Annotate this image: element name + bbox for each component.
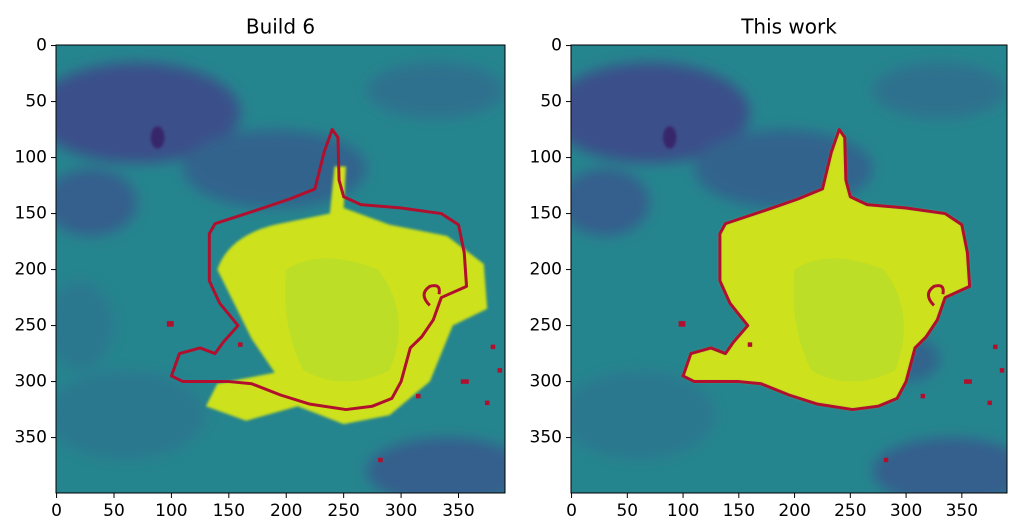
y-tick-label: 200 bbox=[15, 260, 47, 280]
chart-title: Build 6 bbox=[246, 15, 315, 39]
y-tick-label: 0 bbox=[36, 36, 47, 56]
x-tick-label: 250 bbox=[327, 501, 359, 521]
image bbox=[549, 44, 1009, 504]
y-tick-label: 0 bbox=[551, 36, 562, 56]
y-tick-label: 350 bbox=[530, 428, 562, 448]
figure: Build 6 0 50 100 150 200 250 300 350 0 50 100 150 200… bbox=[0, 0, 1009, 523]
y-tick-label: 250 bbox=[530, 316, 562, 336]
x-tick-label: 200 bbox=[270, 501, 302, 521]
image-panel bbox=[34, 44, 528, 504]
y-tick-label: 350 bbox=[15, 428, 47, 448]
y-tick-label: 250 bbox=[15, 316, 47, 336]
image-panel bbox=[549, 44, 1009, 504]
y-tick-label: 50 bbox=[25, 92, 47, 112]
page: {"chart_data": [ {"type": "image", "titl… bbox=[0, 0, 1009, 523]
x-tick-label: 50 bbox=[103, 501, 125, 521]
y-tick-label: 150 bbox=[15, 204, 47, 224]
y-tick-label: 50 bbox=[540, 92, 562, 112]
y-tick-label: 100 bbox=[15, 148, 47, 168]
x-tick-label: 100 bbox=[667, 501, 699, 521]
x-tick-label: 350 bbox=[946, 501, 978, 521]
x-tick-label: 150 bbox=[723, 501, 755, 521]
x-tick-label: 300 bbox=[890, 501, 922, 521]
x-tick-label: 0 bbox=[566, 501, 577, 521]
x-tick-label: 150 bbox=[213, 501, 245, 521]
x-tick-label: 100 bbox=[155, 501, 187, 521]
y-tick-label: 300 bbox=[530, 372, 562, 392]
x-tick-label: 200 bbox=[778, 501, 810, 521]
y-tick-label: 100 bbox=[530, 148, 562, 168]
x-tick-label: 350 bbox=[442, 501, 474, 521]
x-tick-label: 50 bbox=[616, 501, 638, 521]
x-tick-label: 300 bbox=[385, 501, 417, 521]
image bbox=[34, 44, 528, 504]
y-tick-label: 300 bbox=[15, 372, 47, 392]
y-tick-label: 150 bbox=[530, 204, 562, 224]
y-tick-label: 200 bbox=[530, 260, 562, 280]
x-tick-label: 250 bbox=[834, 501, 866, 521]
chart-title: This work bbox=[740, 15, 837, 39]
x-tick-label: 0 bbox=[51, 501, 62, 521]
